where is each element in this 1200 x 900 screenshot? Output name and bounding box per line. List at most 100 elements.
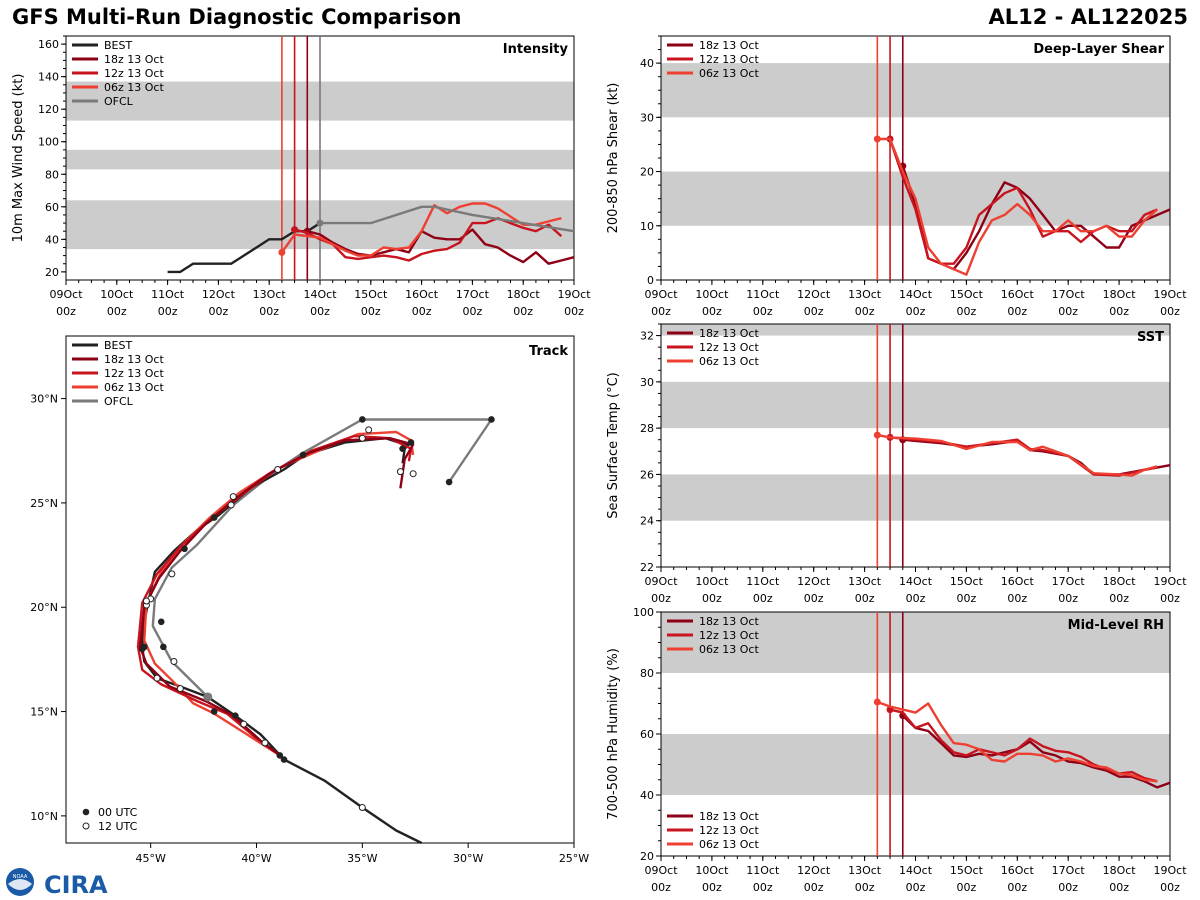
x-tick-label: 00z (1160, 881, 1180, 894)
x-tick-label: 10Oct (695, 575, 729, 588)
marker-00utc (138, 645, 146, 653)
legend-label: 12 UTC (98, 820, 138, 833)
series-line (320, 205, 575, 233)
y-tick-label: 22 (640, 561, 654, 574)
y-tick-label: 32 (640, 330, 654, 343)
track-panel: 45°W 40°W 35°W 30°W 25°W 10°N 15°N 20°N 25°N 30°N… (30, 335, 589, 865)
y-tick-label: 100 (38, 136, 59, 149)
series-line (902, 438, 1171, 476)
x-tick-label: 00z (1058, 881, 1078, 894)
series-line (877, 137, 1159, 276)
legend-label: OFCL (104, 395, 134, 408)
series-line (294, 216, 563, 262)
x-tick-label: 00z (209, 305, 229, 318)
marker-00utc (445, 478, 453, 486)
x-tick-label: 18Oct (1103, 575, 1137, 588)
x-tick-label: 30°W (453, 852, 483, 865)
x-tick-label: 00z (1058, 305, 1078, 318)
x-tick-label: 16Oct (1001, 575, 1035, 588)
y-tick-label: 160 (38, 38, 59, 51)
x-tick-label: 00z (56, 305, 76, 318)
series-start-point (873, 431, 881, 439)
y-tick-label: 30 (640, 111, 654, 124)
x-tick-label: 09Oct (644, 864, 678, 877)
x-tick-label: 11Oct (746, 575, 780, 588)
marker-12utc (176, 685, 184, 693)
noaa-text: NOAA (13, 874, 28, 880)
y-tick-label: 24 (640, 515, 654, 528)
legend-label: 06z 13 Oct (104, 81, 164, 94)
cira-text: CIRA (44, 871, 108, 898)
marker-00utc (359, 416, 366, 423)
noaa-wave-icon (8, 879, 32, 890)
x-tick-label: 00z (513, 305, 533, 318)
x-tick-label: 00z (906, 592, 926, 605)
x-tick-label: 00z (753, 305, 773, 318)
x-tick-label: 00z (259, 305, 279, 318)
y-tick-label: 40 (640, 57, 654, 70)
x-tick-label: 16Oct (1001, 288, 1035, 301)
x-tick-label: 00z (1058, 592, 1078, 605)
x-tick-label: 12Oct (797, 288, 831, 301)
legend-marker-12 (82, 822, 90, 830)
y-tick-label: 20 (640, 166, 654, 179)
x-tick-label: 00z (1109, 592, 1129, 605)
intensity-band (661, 612, 1170, 673)
x-tick-label: 40°W (241, 852, 271, 865)
x-tick-label: 00z (855, 305, 875, 318)
panel-title: Track (529, 344, 568, 359)
x-tick-label: 00z (463, 305, 483, 318)
series-line (888, 138, 1158, 265)
x-tick-label: 12Oct (797, 864, 831, 877)
panel-title: Intensity (503, 42, 569, 57)
y-tick-label: 30 (640, 376, 654, 389)
x-tick-label: 15Oct (354, 288, 388, 301)
marker-00utc (232, 712, 239, 720)
marker-12utc (229, 493, 237, 501)
x-tick-label: 00z (753, 592, 773, 605)
x-tick-label: 19Oct (1153, 575, 1187, 588)
x-tick-label: 18Oct (1103, 864, 1137, 877)
marker-00utc (280, 756, 288, 763)
legend-label: 06z 13 Oct (699, 838, 759, 851)
ofcl-marker (203, 692, 213, 702)
x-tick-label: 00z (804, 881, 824, 894)
x-tick-label: 00z (564, 305, 584, 318)
x-tick-label: 00z (855, 592, 875, 605)
series-start-point (873, 698, 881, 706)
x-tick-label: 11Oct (151, 288, 185, 301)
x-tick-label: 17Oct (1052, 288, 1086, 301)
y-tick-label: 20°N (30, 601, 58, 614)
marker-12utc (240, 720, 248, 728)
legend-label: 06z 13 Oct (699, 643, 759, 656)
x-tick-label: 19Oct (1153, 864, 1187, 877)
marker-12utc (153, 674, 161, 682)
series-start-point (278, 248, 286, 256)
x-tick-label: 13Oct (253, 288, 287, 301)
series-start-point (873, 135, 881, 143)
y-tick-label: 10 (640, 220, 654, 233)
marker-12utc (168, 570, 176, 578)
x-tick-label: 00z (361, 305, 381, 318)
marker-00utc (181, 545, 188, 553)
x-tick-label: 16Oct (405, 288, 439, 301)
intensity-panel: 20 40 60 80 100 120 140 160 09Oct 00z 10Oct 00z 11Oc… (11, 35, 591, 318)
x-tick-label: 13Oct (848, 288, 882, 301)
y-axis-label: 200-850 hPa Shear (kt) (606, 83, 621, 234)
marker-12utc (227, 501, 235, 509)
marker-00utc (299, 451, 307, 459)
legend-label: 18z 13 Oct (699, 327, 759, 340)
x-tick-label: 10Oct (100, 288, 134, 301)
series-line (280, 202, 562, 257)
x-tick-label: 00z (1109, 881, 1129, 894)
legend-label: BEST (104, 39, 132, 52)
track-line (143, 430, 415, 757)
x-tick-label: 15Oct (950, 288, 984, 301)
legend-label: 18z 13 Oct (699, 39, 759, 52)
marker-00utc (160, 643, 167, 651)
marker-12utc (358, 804, 366, 812)
legend-label: 00 UTC (98, 806, 138, 819)
panel-title: SST (1137, 330, 1164, 345)
panel-title: Deep-Layer Shear (1033, 42, 1164, 57)
